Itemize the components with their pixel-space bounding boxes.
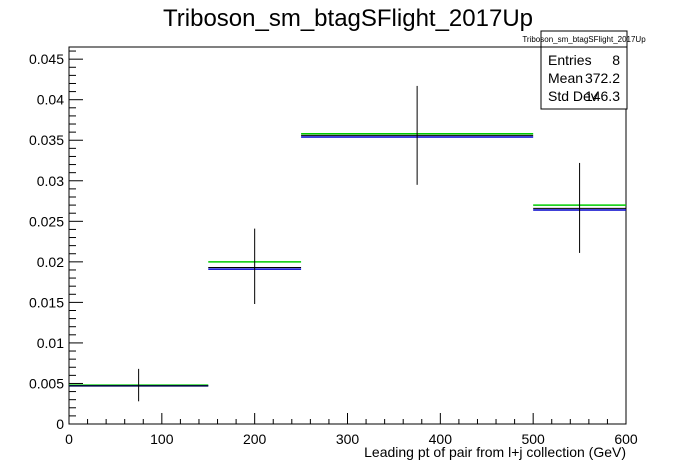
x-tick-label: 300: [336, 431, 360, 447]
x-axis: 0 100 200 300 400 500 600: [65, 413, 638, 447]
stats-entries-value: 8: [612, 52, 620, 68]
y-tick-label: 0.035: [29, 132, 64, 148]
stats-box-frame: [540, 30, 628, 110]
y-tick-label: 0.01: [37, 335, 64, 351]
stats-box: Triboson_sm_btagSFlight_2017Up Entries 8…: [522, 30, 646, 110]
y-tick-label: 0.025: [29, 213, 64, 229]
y-tick-label: 0.03: [37, 173, 64, 189]
y-tick-label: 0.045: [29, 51, 64, 67]
x-tick-label: 100: [150, 431, 174, 447]
stats-box-name: Triboson_sm_btagSFlight_2017Up: [522, 35, 646, 44]
x-axis-title: Leading pt of pair from l+j collection (…: [364, 444, 626, 460]
x-tick-label: 600: [614, 431, 638, 447]
y-tick-label: 0.02: [37, 254, 64, 270]
histogram-series: [69, 85, 626, 402]
stats-stddev-value: 146.3: [585, 88, 620, 104]
y-tick-label: 0: [56, 416, 64, 432]
stats-entries-label: Entries: [548, 52, 592, 68]
x-tick-label: 500: [521, 431, 545, 447]
y-tick-label: 0.005: [29, 375, 64, 391]
x-tick-label: 200: [243, 431, 267, 447]
y-axis: 0 0.005 0.01 0.015 0.02 0.025 0.03 0.035 0.04 0.0…: [29, 50, 83, 432]
x-tick-label: 0: [65, 431, 73, 447]
stats-stddev-label: Std Dev: [548, 88, 598, 104]
x-tick-label: 400: [429, 431, 453, 447]
y-tick-label: 0.04: [37, 92, 64, 108]
stats-mean-label: Mean: [548, 70, 583, 86]
stats-mean-value: 372.2: [585, 70, 620, 86]
chart-title: Triboson_sm_btagSFlight_2017Up: [163, 5, 533, 32]
y-tick-label: 0.015: [29, 294, 64, 310]
